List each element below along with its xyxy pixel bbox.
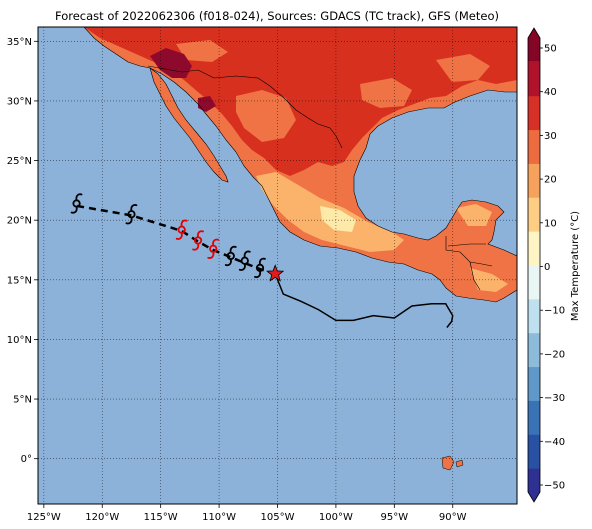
current-position-star-icon xyxy=(266,264,285,282)
colorbar-tick-label: 10 xyxy=(544,218,557,229)
colorbar-tick-label: −10 xyxy=(544,306,565,317)
cyclone-symbol-icon xyxy=(70,193,83,214)
land-baja-california xyxy=(150,68,228,182)
colorbar-tick-labels: 50 40 30 20 10 0 −10 −20 −30 −40 −50 xyxy=(540,44,565,492)
map-title: Forecast of 2022062306 (f018-024), Sourc… xyxy=(55,9,499,23)
lat-tick-label: 35°N xyxy=(7,37,32,48)
lon-tick-label: 105°W xyxy=(261,512,295,523)
colorbar-band xyxy=(528,28,540,62)
cyclone-symbol-icon xyxy=(207,238,220,259)
colorbar-tick-label: 0 xyxy=(544,262,550,273)
temp-zone-orange-patch-4 xyxy=(176,40,228,62)
colorbar-tick-label: −40 xyxy=(544,437,565,448)
colorbar-band xyxy=(528,231,540,266)
colorbar-tick-label: −20 xyxy=(544,349,565,360)
colorbar: 50 40 30 20 10 0 −10 −20 −30 −40 −50 Max Temperatu… xyxy=(527,27,581,503)
lat-tick-label: 30°N xyxy=(7,96,32,107)
border-usa-mexico xyxy=(147,65,343,149)
longitude-tick-labels: 125°W 120°W 115°W 110°W 105°W 100°W 95°W 90°W xyxy=(27,504,467,523)
colorbar-tick-label: −30 xyxy=(544,393,565,404)
cyclone-symbol-icon xyxy=(254,257,266,279)
lat-tick-label: 0° xyxy=(21,454,32,465)
colorbar-label: Max Temperature (°C) xyxy=(570,211,581,321)
temp-zone-40-50-baja xyxy=(198,96,216,112)
temp-zone-20-30-yucatan xyxy=(456,204,492,226)
temp-zone-orange-patch-2 xyxy=(360,78,412,108)
borders-coastlines xyxy=(83,27,517,303)
land-temperature-field xyxy=(84,27,517,471)
colorbar-band xyxy=(528,298,540,334)
cyclone-track xyxy=(70,193,454,328)
colorbar-band xyxy=(528,95,540,131)
graticule xyxy=(38,27,517,504)
colorbar-tick-label: 30 xyxy=(544,131,557,142)
colorbar-tick-label: −50 xyxy=(544,481,565,492)
temp-zone-30-40-plateau xyxy=(298,58,356,124)
land-galapagos xyxy=(441,455,464,471)
cyclone-symbol-icon xyxy=(125,204,138,225)
lon-tick-label: 110°W xyxy=(202,512,236,523)
cyclone-symbol-icon xyxy=(192,230,204,251)
colorbar-band xyxy=(528,400,540,435)
cyclone-symbol-icon xyxy=(175,219,188,240)
temp-zone-40-50-sonora xyxy=(150,48,192,78)
lon-tick-label: 120°W xyxy=(85,512,119,523)
cyclone-symbol-icon xyxy=(224,245,237,267)
coastline-mainland xyxy=(83,27,517,303)
map-panel xyxy=(38,27,517,504)
colorbar-band xyxy=(528,61,540,97)
lat-tick-label: 25°N xyxy=(7,156,32,167)
temp-zone-10-20-highland xyxy=(320,206,356,232)
colorbar-band xyxy=(528,197,540,232)
colorbar-tick-label: 20 xyxy=(544,175,557,186)
colorbar-band xyxy=(528,366,540,401)
lat-tick-label: 15°N xyxy=(7,275,32,286)
lon-tick-label: 90°W xyxy=(439,512,467,523)
forecast-track-line xyxy=(76,204,276,275)
lat-tick-label: 20°N xyxy=(7,216,32,227)
temp-zone-orange-patch-1 xyxy=(236,90,296,142)
lon-tick-label: 125°W xyxy=(27,512,61,523)
temp-zone-30-40-north xyxy=(84,27,517,176)
coastline-baja xyxy=(149,67,229,183)
observed-track-line xyxy=(274,273,454,328)
cyclone-symbol-icon xyxy=(238,250,251,271)
colorbar-outline xyxy=(527,27,541,503)
colorbar-band xyxy=(528,434,540,469)
lon-tick-label: 95°W xyxy=(381,512,409,523)
colorbar-band xyxy=(528,265,540,300)
lon-tick-label: 115°W xyxy=(144,512,178,523)
lat-tick-label: 5°N xyxy=(13,395,32,406)
colorbar-bands xyxy=(527,27,541,503)
colorbar-tick-label: 50 xyxy=(544,44,557,55)
colorbar-band xyxy=(528,163,540,198)
lat-tick-label: 10°N xyxy=(7,335,32,346)
colorbar-band xyxy=(528,129,540,164)
temp-zone-orange-patch-3 xyxy=(436,54,490,82)
colorbar-band xyxy=(528,332,540,368)
colorbar-band xyxy=(528,468,540,502)
lon-tick-label: 100°W xyxy=(319,512,353,523)
colorbar-tick-label: 40 xyxy=(544,87,557,98)
latitude-tick-labels: 35°N 30°N 25°N 20°N 15°N 10°N 5°N 0° xyxy=(7,37,38,465)
